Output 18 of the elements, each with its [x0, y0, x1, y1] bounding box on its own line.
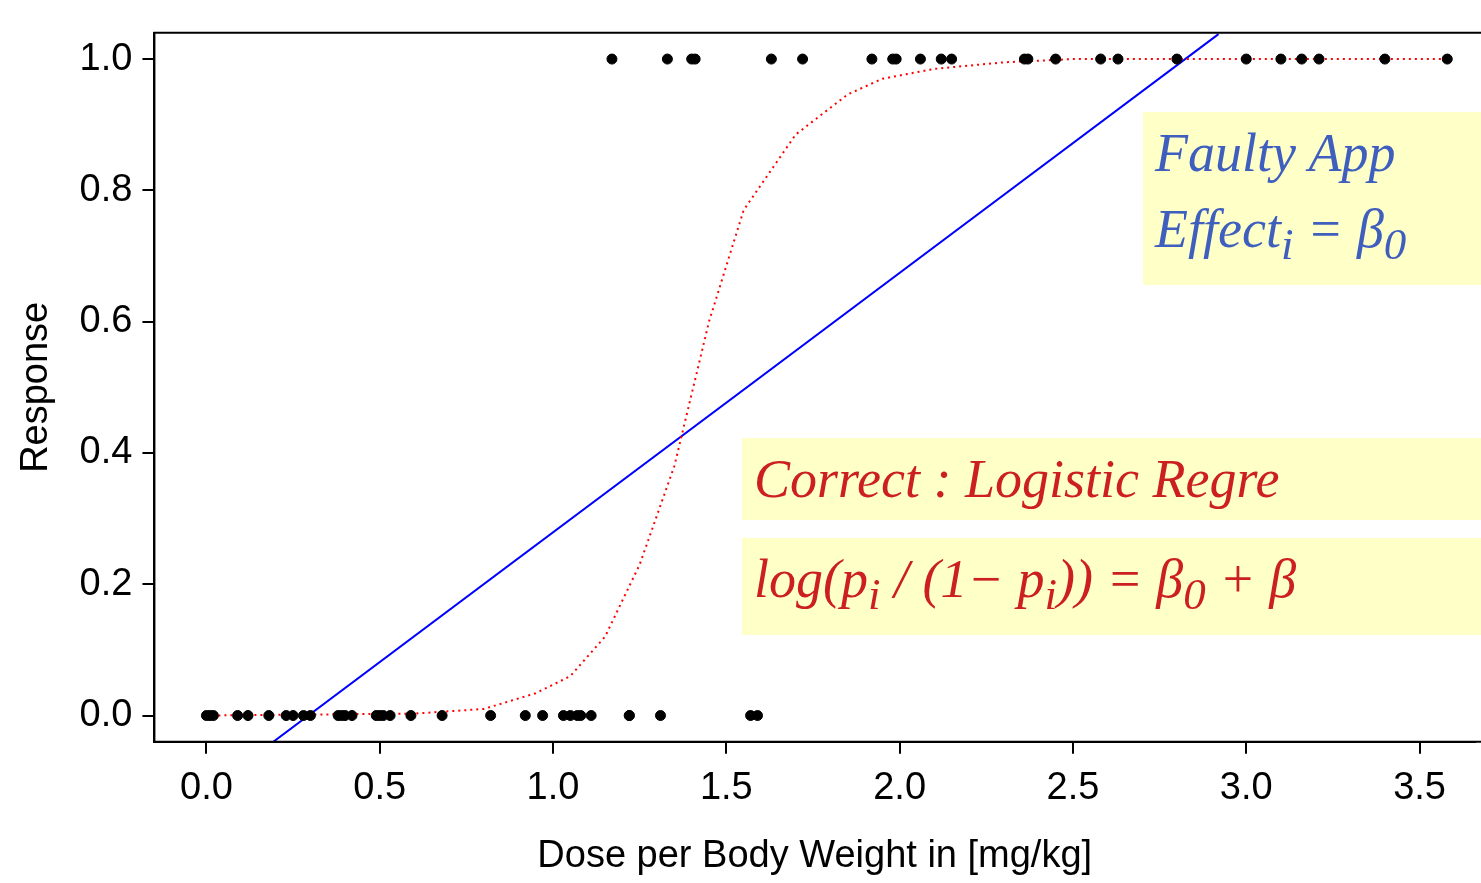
note-box: Correct : Logistic Regre	[742, 438, 1481, 520]
y-tick-label: 0.8	[79, 166, 133, 209]
y-tick-label: 0.4	[79, 429, 133, 472]
x-tick-label: 2.5	[1046, 765, 1100, 808]
x-tick-label: 0.5	[353, 765, 407, 808]
y-axis-title: Response	[13, 301, 56, 473]
y-tick-label: 0.2	[79, 560, 133, 603]
x-tick-label: 1.0	[526, 765, 580, 808]
x-tick-label: 3.5	[1393, 765, 1446, 808]
x-tick-label: 2.0	[873, 765, 927, 808]
y-tick-label: 0.0	[79, 692, 133, 735]
x-tick-label: 0.0	[180, 765, 233, 808]
x-tick-label: 1.5	[699, 765, 753, 808]
y-tick-label: 0.6	[79, 298, 133, 341]
note-box: log(p$_{i}$ / (1− p$_{i}$)) = β$_{0}$ + β	[742, 538, 1481, 635]
x-tick-label: 3.0	[1219, 765, 1273, 808]
x-axis-title: Dose per Body Weight in [mg/kg]	[537, 832, 1093, 875]
y-tick-label: 1.0	[79, 35, 133, 78]
